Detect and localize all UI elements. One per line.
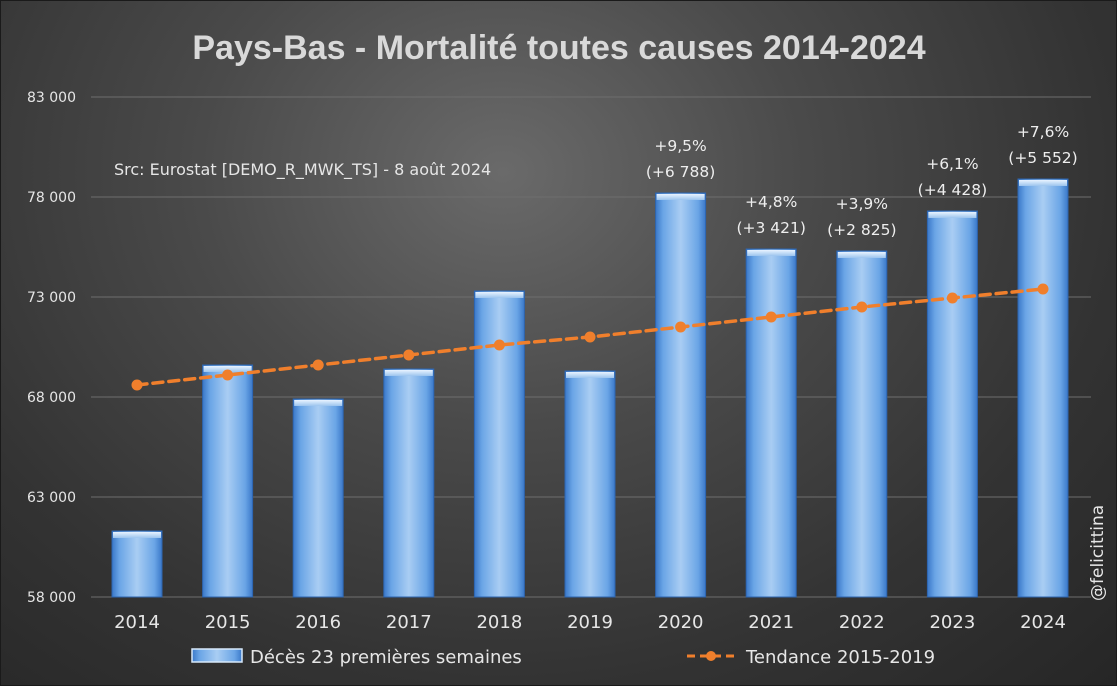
bar-bevel — [928, 212, 977, 218]
y-tick-label: 78 000 — [27, 190, 76, 206]
trend-point — [131, 379, 143, 391]
bar-bevel — [747, 250, 796, 256]
x-tick-label: 2020 — [658, 612, 704, 633]
y-axis-ticks: 58 000 63 000 68 000 73 000 78 000 83 000 — [27, 90, 76, 606]
annotation-excess: (+4 428) — [918, 181, 987, 199]
trend-point — [222, 369, 234, 381]
bar-body — [111, 530, 163, 598]
bar-annotations: +9,5% (+6 788) +4,8% (+3 421) +3,9% (+2 825) +… — [646, 123, 1078, 239]
bar — [383, 368, 435, 598]
bar — [745, 248, 797, 598]
trend-point — [584, 331, 596, 343]
bar-series — [111, 178, 1069, 598]
bar — [564, 370, 616, 598]
legend-trend-label: Tendance 2015-2019 — [745, 647, 935, 668]
legend-trend-marker — [706, 651, 716, 661]
x-tick-label: 2018 — [476, 612, 522, 633]
bar-body — [292, 398, 344, 598]
x-tick-label: 2024 — [1020, 612, 1066, 633]
bar — [292, 398, 344, 598]
annotation-percent: +3,9% — [836, 195, 888, 213]
x-tick-label: 2019 — [567, 612, 613, 633]
trend-point — [675, 321, 687, 333]
trend-point — [312, 359, 324, 371]
bar-body — [202, 364, 254, 598]
author-credit: @felicittina — [1088, 505, 1108, 601]
trend-series — [131, 283, 1049, 391]
annotation-excess: (+3 421) — [736, 219, 805, 237]
annotation-percent: +9,5% — [654, 137, 706, 155]
bar — [926, 210, 978, 598]
x-tick-label: 2017 — [386, 612, 432, 633]
annotation-percent: +4,8% — [745, 193, 797, 211]
bar — [473, 290, 525, 598]
x-tick-label: 2023 — [929, 612, 975, 633]
legend: Décès 23 premières semaines Tendance 201… — [191, 647, 935, 668]
x-tick-label: 2015 — [205, 612, 251, 633]
trend-point — [403, 349, 415, 361]
bar-body — [473, 290, 525, 598]
bar — [1017, 178, 1069, 598]
annotation-excess: (+6 788) — [646, 163, 715, 181]
trend-point — [765, 311, 777, 323]
x-tick-label: 2022 — [839, 612, 885, 633]
bar-bevel — [203, 366, 252, 372]
y-tick-label: 83 000 — [27, 90, 76, 106]
chart-title: Pays-Bas - Mortalité toutes causes 2014-… — [192, 29, 925, 67]
annotation-percent: +7,6% — [1017, 123, 1069, 141]
trend-point — [946, 292, 958, 304]
x-tick-label: 2016 — [295, 612, 341, 633]
bar-body — [926, 210, 978, 598]
x-tick-label: 2021 — [748, 612, 794, 633]
trend-point — [1037, 283, 1049, 295]
bar-bevel — [837, 252, 886, 258]
bar-bevel — [1019, 180, 1067, 186]
bar — [655, 192, 707, 598]
y-tick-label: 58 000 — [27, 590, 76, 606]
bar-body — [745, 248, 797, 598]
source-note: Src: Eurostat [DEMO_R_MWK_TS] - 8 août 2… — [114, 160, 491, 180]
legend-bar-swatch — [191, 648, 243, 663]
x-tick-label: 2014 — [114, 612, 160, 633]
bar-body — [1017, 178, 1069, 598]
bar-bevel — [475, 292, 524, 298]
legend-item-trend: Tendance 2015-2019 — [687, 647, 935, 668]
bar-bevel — [384, 370, 433, 376]
bar-body — [564, 370, 616, 598]
x-axis-ticks: 2014 2015 2016 2017 2018 2019 2020 2021 2022 2023… — [114, 612, 1066, 633]
annotation-excess: (+2 825) — [827, 221, 896, 239]
legend-item-bars: Décès 23 premières semaines — [191, 647, 522, 668]
bar-body — [383, 368, 435, 598]
bar — [111, 530, 163, 598]
y-tick-label: 73 000 — [27, 290, 76, 306]
bar — [202, 364, 254, 598]
bar-bevel — [566, 372, 614, 378]
y-tick-label: 68 000 — [27, 390, 76, 406]
annotation-excess: (+5 552) — [1008, 149, 1077, 167]
trend-point — [493, 339, 505, 351]
legend-bar-label: Décès 23 premières semaines — [250, 647, 522, 668]
trend-point — [856, 301, 868, 313]
bar-bevel — [656, 194, 705, 200]
bar-bevel — [113, 532, 161, 538]
bar-body — [655, 192, 707, 598]
y-tick-label: 63 000 — [27, 490, 76, 506]
annotation-percent: +6,1% — [926, 155, 978, 173]
bar-bevel — [294, 400, 343, 406]
